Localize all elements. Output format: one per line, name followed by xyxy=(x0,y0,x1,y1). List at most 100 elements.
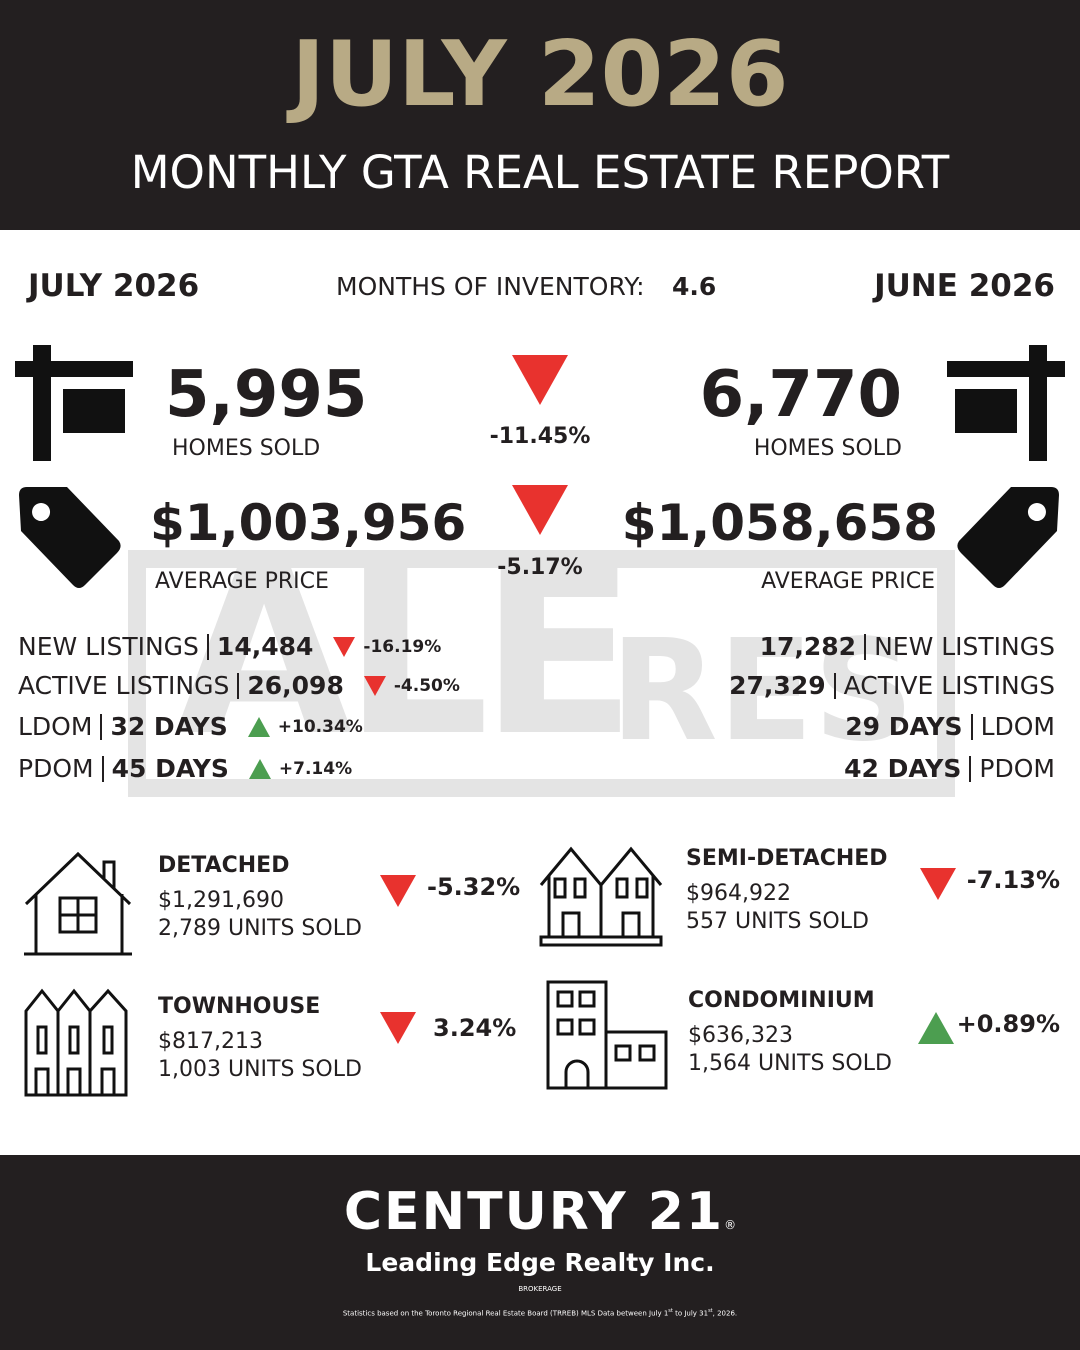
separator xyxy=(100,713,103,740)
footnote-part: to July 31 xyxy=(672,1309,709,1318)
tag-icon xyxy=(19,487,121,588)
listing-value: 42 DAYS xyxy=(844,754,962,783)
current-month: JULY 2026 xyxy=(28,268,200,304)
homes-sold-previous: 6,770 xyxy=(699,358,902,432)
tag-icon xyxy=(957,487,1059,588)
change-arrow xyxy=(380,1012,416,1044)
listing-previous: 42 DAYS PDOM xyxy=(844,754,1055,783)
listing-current: PDOM 45 DAYS +7.14% xyxy=(18,754,352,783)
change-arrow xyxy=(333,636,356,657)
listing-current: ACTIVE LISTINGS 26,098 -4.50% xyxy=(18,671,460,700)
avg-price-change: -5.17% xyxy=(497,555,583,580)
arrow-shape xyxy=(920,868,956,900)
type-units: 557 UNITS SOLD xyxy=(686,909,869,934)
listing-change: +10.34% xyxy=(277,716,363,737)
footnote-part: Statistics based on the Toronto Regional… xyxy=(342,1309,669,1318)
brokerage: BROKERAGE xyxy=(518,1285,562,1293)
listing-previous: 17,282 NEW LISTINGS xyxy=(760,632,1055,661)
change-arrow xyxy=(363,675,386,696)
type-name: TOWNHOUSE xyxy=(158,994,321,1019)
arrow-shape xyxy=(380,1012,416,1044)
arrow-shape xyxy=(248,758,271,779)
change-arrow xyxy=(248,758,271,779)
listing-change: -4.50% xyxy=(393,675,460,696)
listing-current: NEW LISTINGS 14,484 -16.19% xyxy=(18,632,441,661)
listing-change: -16.19% xyxy=(363,636,442,657)
separator xyxy=(969,755,972,782)
footnote-part: , 2026. xyxy=(712,1309,738,1318)
listing-label: ACTIVE LISTINGS xyxy=(843,671,1055,700)
listing-value: 14,484 xyxy=(216,632,314,661)
footer xyxy=(0,1155,1080,1350)
avg-price-label: AVERAGE PRICE xyxy=(155,569,329,594)
avg-price-previous: $1,058,658 xyxy=(621,494,938,552)
listing-value: 17,282 xyxy=(759,632,857,661)
listing-value: 45 DAYS xyxy=(111,754,229,783)
company: Leading Edge Realty Inc. xyxy=(365,1248,715,1277)
type-change: -5.32% xyxy=(427,873,521,901)
separator xyxy=(864,633,867,660)
type-change: +0.89% xyxy=(956,1010,1060,1038)
listing-current: LDOM 32 DAYS +10.34% xyxy=(18,712,363,741)
listing-value: 29 DAYS xyxy=(845,712,963,741)
separator xyxy=(833,672,836,699)
avg-price-current: $1,003,956 xyxy=(150,494,467,552)
arrow-shape xyxy=(380,875,416,907)
separator xyxy=(101,755,104,782)
listing-label: LDOM xyxy=(18,712,93,741)
listing-label: ACTIVE LISTINGS xyxy=(18,671,230,700)
registered-mark: ® xyxy=(724,1218,737,1232)
separator xyxy=(970,713,973,740)
brand: CENTURY 21® xyxy=(344,1182,736,1242)
brand-name: CENTURY 21 xyxy=(343,1182,725,1242)
subtitle: MONTHLY GTA REAL ESTATE REPORT xyxy=(130,146,950,199)
detached-icon xyxy=(24,851,132,956)
change-arrow xyxy=(247,716,270,737)
type-name: SEMI-DETACHED xyxy=(686,846,888,871)
previous-month: JUNE 2026 xyxy=(874,268,1055,304)
type-change: 3.24% xyxy=(433,1014,517,1042)
inventory-label: MONTHS OF INVENTORY: xyxy=(336,272,645,301)
condominium-icon xyxy=(546,980,668,1090)
type-price: $1,291,690 xyxy=(158,888,284,913)
type-change: -7.13% xyxy=(966,866,1060,894)
listing-label: LDOM xyxy=(980,712,1055,741)
listing-value: 32 DAYS xyxy=(110,712,228,741)
listing-label: PDOM xyxy=(18,754,94,783)
homes-sold-change: -11.45% xyxy=(489,424,591,449)
arrow-shape xyxy=(363,675,386,696)
arrow-shape xyxy=(247,716,270,737)
type-units: 1,003 UNITS SOLD xyxy=(158,1057,362,1082)
type-name: CONDOMINIUM xyxy=(688,988,875,1013)
inventory-value: 4.6 xyxy=(672,272,717,301)
change-arrow xyxy=(918,1012,954,1044)
change-arrow xyxy=(920,868,956,900)
watermark-frame xyxy=(128,550,955,797)
type-name: DETACHED xyxy=(158,853,290,878)
type-price: $636,323 xyxy=(688,1023,793,1048)
type-units: 1,564 UNITS SOLD xyxy=(688,1051,892,1076)
title: JULY 2026 xyxy=(291,22,789,127)
arrow-shape xyxy=(918,1012,954,1044)
separator xyxy=(237,672,240,699)
arrow-shape xyxy=(333,636,356,657)
change-arrow xyxy=(512,355,568,405)
footnote: Statistics based on the Toronto Regional… xyxy=(343,1308,737,1317)
sign-icon xyxy=(947,345,1065,461)
header xyxy=(0,0,1080,230)
watermark: RES xyxy=(610,610,915,773)
listing-previous: 27,329 ACTIVE LISTINGS xyxy=(729,671,1055,700)
separator xyxy=(206,633,209,660)
homes-sold-current: 5,995 xyxy=(165,358,368,432)
footnote-part: st xyxy=(708,1308,713,1314)
listing-change: +7.14% xyxy=(278,758,353,779)
footnote-part: st xyxy=(668,1308,673,1314)
listing-label: NEW LISTINGS xyxy=(18,632,199,661)
type-price: $817,213 xyxy=(158,1029,263,1054)
listing-previous: 29 DAYS LDOM xyxy=(845,712,1055,741)
homes-sold-label: HOMES SOLD xyxy=(753,436,902,461)
townhouse-icon xyxy=(24,988,128,1097)
arrow-shape xyxy=(512,355,568,405)
listing-label: NEW LISTINGS xyxy=(874,632,1055,661)
